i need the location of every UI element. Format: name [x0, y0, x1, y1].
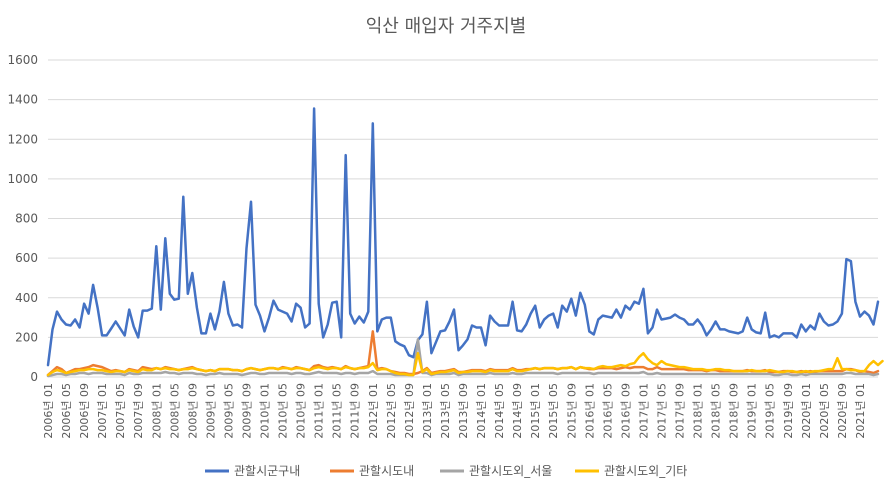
y-tick-label: 800 — [15, 212, 38, 226]
y-tick-label: 0 — [30, 370, 38, 384]
x-tick-label: 2009년 01 — [204, 383, 217, 439]
x-tick-label: 2019년 05 — [764, 383, 777, 439]
x-tick-label: 2016년 09 — [619, 383, 632, 439]
x-tick-label: 2013년 01 — [421, 383, 434, 439]
x-tick-label: 2012년 05 — [385, 383, 398, 439]
x-tick-label: 2013년 09 — [457, 383, 470, 439]
legend-label: 관할시도내 — [359, 464, 414, 478]
y-axis: 0 200 400 600 800 1000 1200 1400 1600 — [7, 53, 38, 384]
legend: 관할시군구내 관할시도내 관할시도외_서울 관할시도외_기타 — [205, 464, 687, 478]
x-tick-label: 2007년 01 — [96, 383, 109, 439]
x-tick-label: 2016년 05 — [601, 383, 614, 439]
x-tick-label: 2012년 01 — [367, 383, 380, 439]
x-tick-label: 2009년 05 — [222, 383, 235, 439]
x-tick-label: 2012년 09 — [403, 383, 416, 439]
x-tick-label: 2013년 05 — [439, 383, 452, 439]
x-axis: 2006년 01 2006년 05 2006년 09 2007년 01 2007년 05… — [42, 383, 867, 439]
series-lines — [46, 107, 884, 378]
x-tick-label: 2010년 01 — [259, 383, 272, 439]
x-tick-label: 2017년 01 — [637, 383, 650, 439]
x-tick-label: 2019년 01 — [746, 383, 759, 439]
x-tick-label: 2011년 01 — [313, 383, 326, 439]
y-tick-label: 400 — [15, 291, 38, 305]
x-tick-label: 2006년 05 — [60, 383, 73, 439]
x-tick-label: 2018년 01 — [692, 383, 705, 439]
x-tick-label: 2021년 01 — [854, 383, 867, 439]
x-tick-label: 2007년 09 — [132, 383, 145, 439]
x-tick-label: 2011년 09 — [349, 383, 362, 439]
x-tick-label: 2018년 09 — [728, 383, 741, 439]
x-tick-label: 2020년 09 — [836, 383, 849, 439]
x-tick-label: 2008년 01 — [150, 383, 163, 439]
series-line-1 — [46, 107, 880, 367]
y-tick-label: 600 — [15, 251, 38, 265]
legend-label: 관할시도외_서울 — [469, 464, 552, 478]
y-tick-label: 200 — [15, 330, 38, 344]
x-tick-label: 2014년 05 — [493, 383, 506, 439]
x-tick-label: 2015년 09 — [565, 383, 578, 439]
x-tick-label: 2019년 09 — [782, 383, 795, 439]
x-tick-label: 2010년 09 — [295, 383, 308, 439]
x-tick-label: 2014년 01 — [475, 383, 488, 439]
x-tick-label: 2009년 09 — [240, 383, 253, 439]
x-tick-label: 2017년 05 — [655, 383, 668, 439]
x-tick-label: 2008년 09 — [186, 383, 199, 439]
x-tick-label: 2006년 09 — [78, 383, 91, 439]
y-tick-label: 1000 — [7, 172, 38, 186]
y-tick-label: 1400 — [7, 93, 38, 107]
x-tick-label: 2016년 01 — [583, 383, 596, 439]
x-tick-label: 2010년 05 — [277, 383, 290, 439]
x-tick-label: 2015년 01 — [529, 383, 542, 439]
x-tick-label: 2014년 09 — [511, 383, 524, 439]
x-tick-label: 2018년 05 — [710, 383, 723, 439]
legend-label: 관할시도외_기타 — [604, 464, 687, 478]
chart-title: 익산 매입자 거주지별 — [366, 16, 526, 37]
x-tick-label: 2007년 05 — [114, 383, 127, 439]
x-tick-label: 2020년 01 — [800, 383, 813, 439]
x-tick-label: 2008년 05 — [168, 383, 181, 439]
y-tick-label: 1200 — [7, 132, 38, 146]
x-tick-label: 2015년 05 — [547, 383, 560, 439]
x-tick-label: 2006년 01 — [42, 383, 55, 439]
legend-label: 관할시군구내 — [234, 464, 300, 478]
x-tick-label: 2020년 05 — [818, 383, 831, 439]
series-line-4 — [46, 351, 884, 377]
y-tick-label: 1600 — [7, 53, 38, 67]
x-tick-label: 2017년 09 — [674, 383, 687, 439]
series-line-3 — [46, 338, 880, 378]
x-tick-label: 2011년 05 — [331, 383, 344, 439]
